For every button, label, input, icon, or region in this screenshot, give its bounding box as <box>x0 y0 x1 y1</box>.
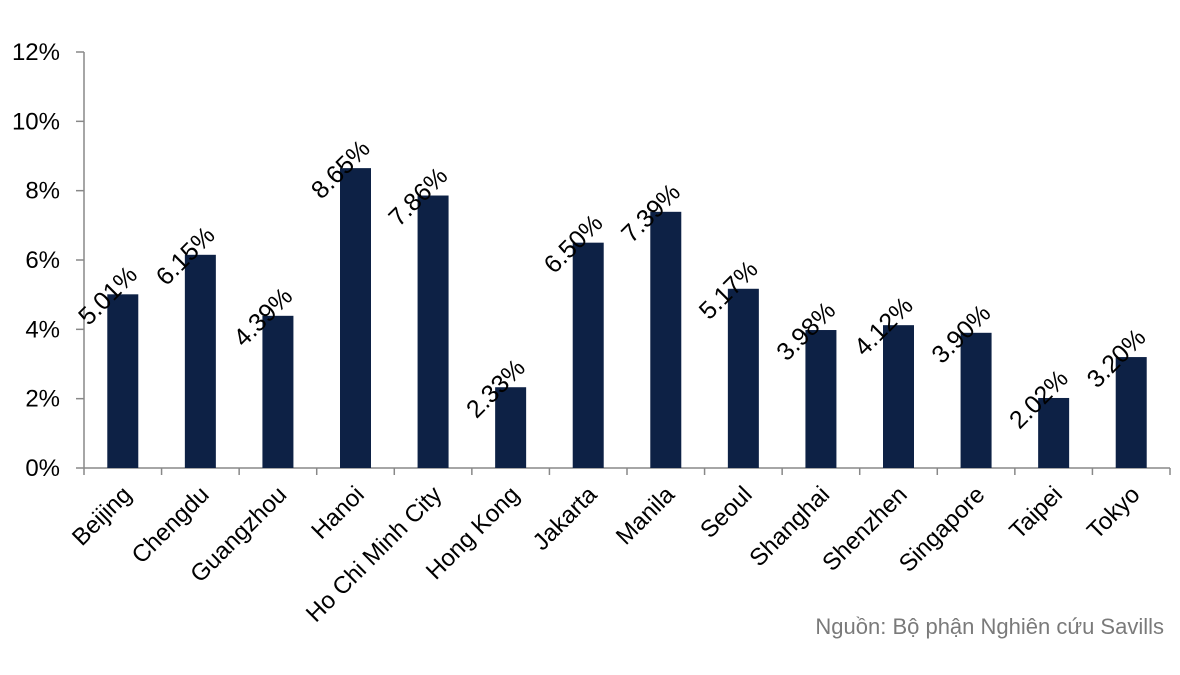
y-tick-label: 6% <box>25 247 60 274</box>
bar <box>650 211 682 468</box>
bar <box>805 330 837 468</box>
category-label: Singapore <box>894 481 990 577</box>
category-label: Ho Chi Minh City <box>301 481 447 627</box>
bar <box>1038 397 1070 468</box>
category-label: Taipei <box>1004 481 1067 544</box>
bar <box>184 254 216 468</box>
y-axis: 0% 2% 4% 6% 8% 10% 12% <box>12 39 1171 482</box>
source-note: Nguồn: Bộ phận Nghiên cứu Savills <box>815 614 1164 639</box>
bar <box>340 168 371 468</box>
category-label: Seoul <box>695 481 758 544</box>
bar <box>572 242 604 468</box>
category-label: Beijing <box>67 481 137 551</box>
bar <box>1115 357 1147 468</box>
bar <box>107 294 139 468</box>
category-label: Hanoi <box>306 481 369 544</box>
bar <box>495 387 527 468</box>
y-tick-label: 2% <box>25 386 60 413</box>
category-label: Manila <box>611 481 681 551</box>
y-tick-label: 4% <box>25 316 60 343</box>
bar <box>262 315 294 468</box>
y-tick-label: 12% <box>12 39 60 66</box>
y-tick-label: 10% <box>12 108 60 135</box>
bars <box>107 168 1147 468</box>
bar <box>960 332 992 468</box>
bar <box>417 195 449 468</box>
bar <box>883 325 914 468</box>
bar <box>727 288 759 468</box>
y-tick-label: 0% <box>25 455 60 482</box>
category-label: Tokyo <box>1082 481 1145 544</box>
y-tick-label: 8% <box>25 178 60 205</box>
category-label: Jakarta <box>528 481 603 556</box>
